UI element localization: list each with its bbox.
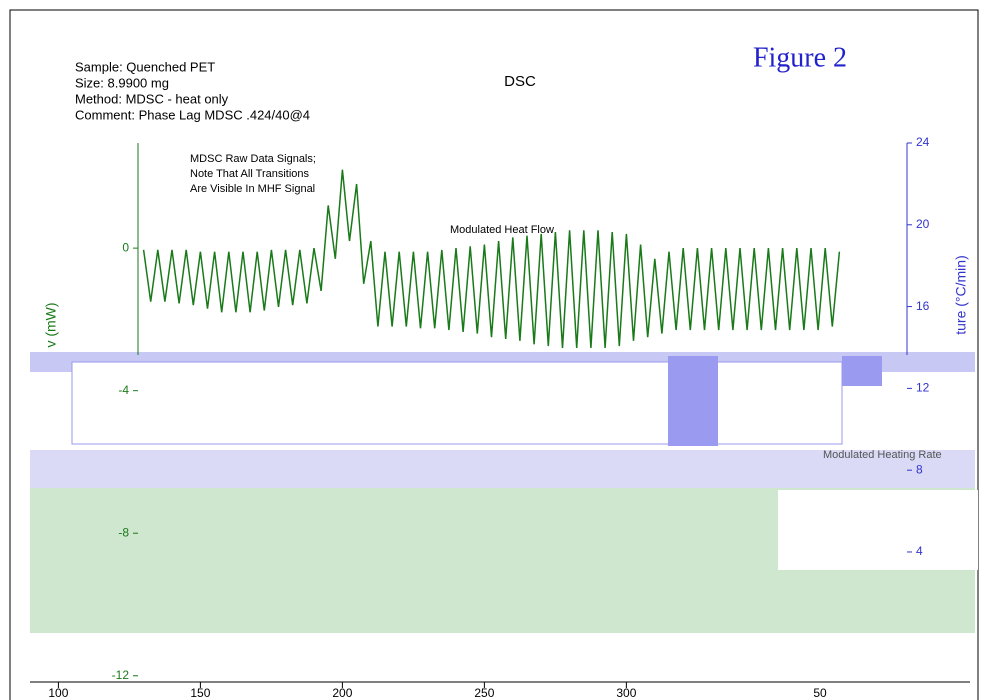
glitch-band — [72, 362, 842, 444]
chart: Sample: Quenched PETSize: 8.9900 mgMetho… — [0, 0, 982, 700]
glitch-band — [668, 356, 718, 446]
note: MDSC Raw Data Signals; — [190, 153, 316, 165]
x-tick-label: 250 — [474, 686, 494, 700]
sample-info: Comment: Phase Lag MDSC .424/40@4 — [75, 107, 310, 122]
y-tick-label: -8 — [118, 525, 129, 539]
y-axis-label: v (mW) — [43, 302, 59, 347]
x-tick-label: 200 — [332, 686, 352, 700]
note: Note That All Transitions — [190, 168, 310, 180]
y2-tick-label: 4 — [916, 544, 923, 558]
chart-title: DSC — [504, 73, 536, 90]
y2-axis-label: ture (°C/min) — [953, 255, 969, 335]
note: Are Visible In MHF Signal — [190, 183, 315, 195]
glitch-band — [778, 490, 978, 570]
x-tick-label: 100 — [48, 686, 68, 700]
y-tick-label: 0 — [122, 240, 129, 254]
y2-tick-label: 20 — [916, 217, 930, 231]
x-tick-label: 300 — [616, 686, 636, 700]
x-tick-label: 150 — [190, 686, 210, 700]
stray-label: 50 — [813, 686, 827, 700]
sample-info: Method: MDSC - heat only — [75, 91, 229, 106]
y-tick-label: -4 — [118, 383, 129, 397]
sample-info: Size: 8.9900 mg — [75, 75, 169, 90]
glitch-band — [842, 356, 882, 386]
y2-tick-label: 16 — [916, 299, 930, 313]
y2-tick-label: 24 — [916, 135, 930, 149]
stray-label: Modulated Heating Rate — [823, 449, 942, 461]
series-label: Modulated Heat Flow — [450, 224, 554, 236]
y2-tick-label: 12 — [916, 381, 930, 395]
sample-info: Sample: Quenched PET — [75, 59, 215, 74]
y2-tick-label: 8 — [916, 462, 923, 476]
glitch-layer — [30, 352, 978, 633]
y-tick-label: -12 — [112, 668, 130, 682]
figure-label: Figure 2 — [753, 42, 847, 73]
